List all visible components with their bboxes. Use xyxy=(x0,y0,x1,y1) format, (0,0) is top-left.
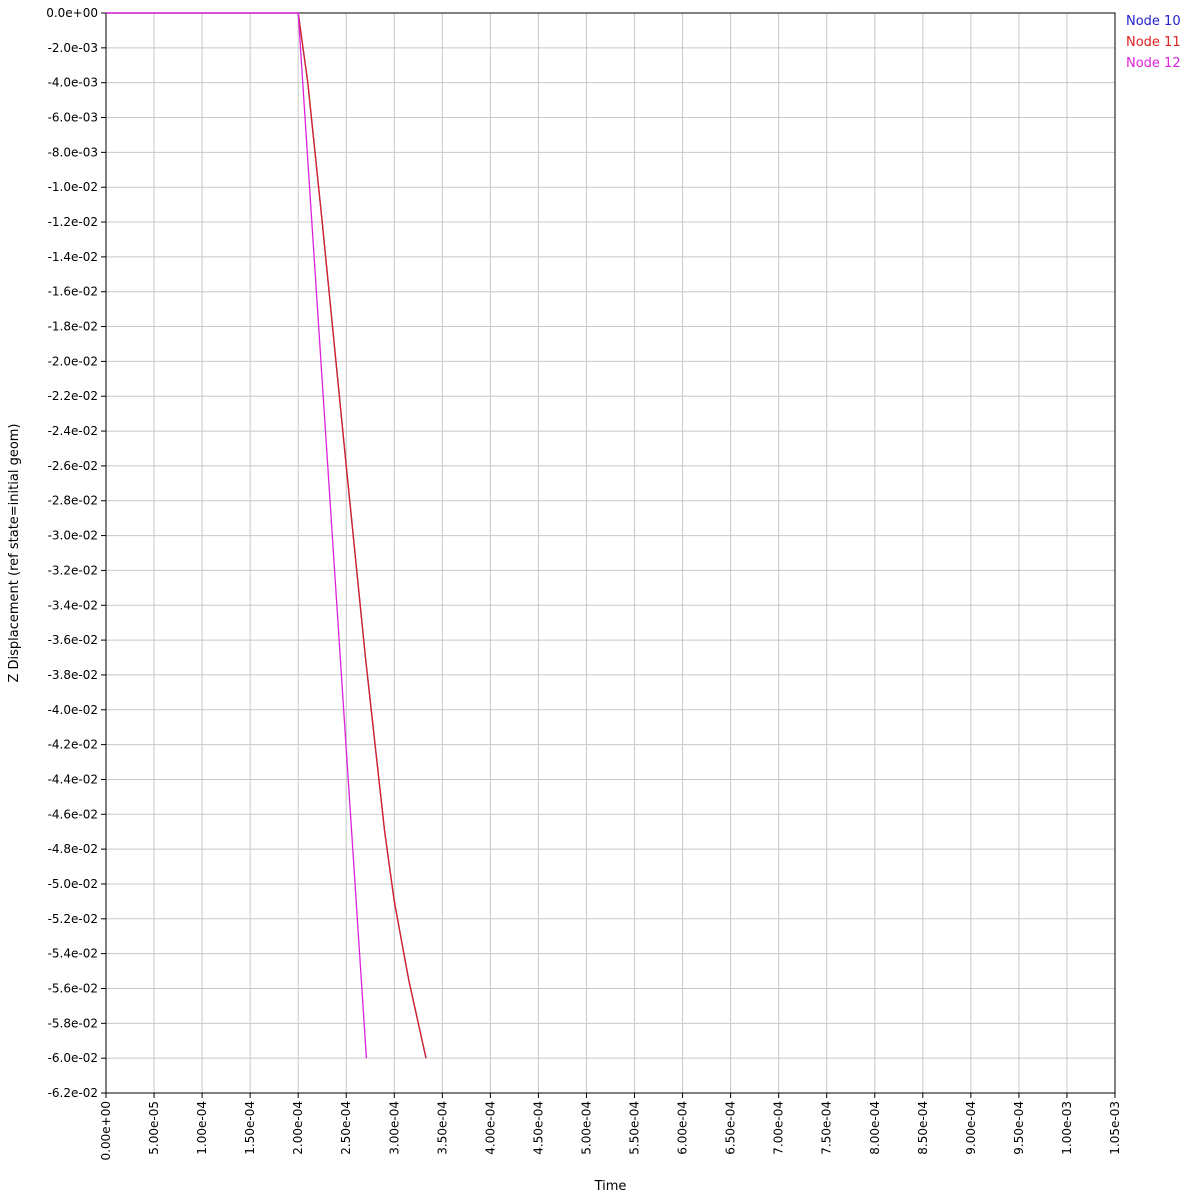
y-tick-label: -4.2e-02 xyxy=(48,738,98,752)
y-tick-label: -5.2e-02 xyxy=(48,912,98,926)
legend-entry: Node 10 xyxy=(1126,14,1181,29)
series-line-node-11 xyxy=(106,12,427,1059)
legend-entry: Node 11 xyxy=(1126,35,1181,50)
x-tick-label: 9.00e-04 xyxy=(964,1101,978,1155)
y-tick-label: -3.2e-02 xyxy=(48,563,98,577)
x-tick-label: 5.50e-04 xyxy=(628,1101,642,1155)
y-tick-label: -4.6e-02 xyxy=(48,807,98,821)
x-tick-label: 0.00e+00 xyxy=(99,1101,113,1160)
x-tick-label: 4.00e-04 xyxy=(483,1101,497,1155)
series-line-node-12 xyxy=(106,12,368,1059)
y-tick-label: -4.8e-02 xyxy=(48,842,98,856)
x-tick-label: 5.00e-04 xyxy=(579,1101,593,1155)
y-tick-label: -1.8e-02 xyxy=(48,320,98,334)
y-tick-label: -3.6e-02 xyxy=(48,633,98,647)
x-tick-label: 3.50e-04 xyxy=(435,1101,449,1155)
legend: Node 10 Node 11 Node 12 xyxy=(1126,14,1181,71)
legend-entry: Node 12 xyxy=(1126,56,1181,71)
x-tick-label: 1.00e-03 xyxy=(1060,1101,1074,1155)
y-tick-label: -1.0e-02 xyxy=(48,180,98,194)
y-tick-label: -3.0e-02 xyxy=(48,529,98,543)
y-tick-label: -1.2e-02 xyxy=(48,215,98,229)
x-tick-label: 8.00e-04 xyxy=(868,1101,882,1155)
y-tick-label: -1.4e-02 xyxy=(48,250,98,264)
plot-frame xyxy=(105,12,1116,1094)
x-tick-label: 9.50e-04 xyxy=(1012,1101,1026,1155)
x-tick-label: 6.50e-04 xyxy=(724,1101,738,1155)
y-tick-label: -5.8e-02 xyxy=(48,1016,98,1030)
y-tick-label: -3.4e-02 xyxy=(48,598,98,612)
y-tick-label: 0.0e+00 xyxy=(46,6,98,20)
y-tick-label: -2.0e-02 xyxy=(48,354,98,368)
x-tick-label: 7.50e-04 xyxy=(820,1101,834,1155)
y-tick-label: -4.4e-02 xyxy=(48,772,98,786)
x-tick-label: 1.50e-04 xyxy=(243,1101,257,1155)
y-tick-label: -6.2e-02 xyxy=(48,1086,98,1100)
grid xyxy=(105,12,1116,1094)
y-tick-label: -2.4e-02 xyxy=(48,424,98,438)
x-axis: 0.00e+00 5.00e-05 1.00e-04 1.50e-04 2.00e-04… xyxy=(99,1093,1122,1160)
x-tick-label: 2.50e-04 xyxy=(339,1101,353,1155)
x-tick-label: 5.00e-05 xyxy=(147,1101,161,1155)
y-tick-label: -3.8e-02 xyxy=(48,668,98,682)
y-tick-label: -2.2e-02 xyxy=(48,389,98,403)
y-tick-label: -2.8e-02 xyxy=(48,494,98,508)
y-tick-label: -8.0e-03 xyxy=(48,145,98,159)
y-tick-label: -4.0e-03 xyxy=(48,76,98,90)
y-tick-label: -6.0e-02 xyxy=(48,1051,98,1065)
x-tick-label: 7.00e-04 xyxy=(772,1101,786,1155)
y-tick-label: -1.6e-02 xyxy=(48,285,98,299)
y-tick-label: -2.6e-02 xyxy=(48,459,98,473)
y-axis-title: Z Displacement (ref state=initial geom) xyxy=(7,423,22,682)
y-tick-label: -5.6e-02 xyxy=(48,981,98,995)
x-tick-label: 8.50e-04 xyxy=(916,1101,930,1155)
y-tick-label: -2.0e-03 xyxy=(48,41,98,55)
series-group xyxy=(106,12,427,1059)
x-tick-label: 4.50e-04 xyxy=(531,1101,545,1155)
y-tick-label: -4.0e-02 xyxy=(48,703,98,717)
y-tick-label: -6.0e-03 xyxy=(48,111,98,125)
x-tick-label: 2.00e-04 xyxy=(291,1101,305,1155)
x-tick-label: 6.00e-04 xyxy=(676,1101,690,1155)
x-axis-title: Time xyxy=(594,1179,627,1194)
y-axis: 0.0e+00 -2.0e-03 -4.0e-03 -6.0e-03 -8.0e-03 -… xyxy=(46,6,106,1100)
y-tick-label: -5.4e-02 xyxy=(48,947,98,961)
y-tick-label: -5.0e-02 xyxy=(48,877,98,891)
x-tick-label: 3.00e-04 xyxy=(387,1101,401,1155)
x-tick-label: 1.00e-04 xyxy=(195,1101,209,1155)
x-tick-label: 1.05e-03 xyxy=(1108,1101,1122,1155)
